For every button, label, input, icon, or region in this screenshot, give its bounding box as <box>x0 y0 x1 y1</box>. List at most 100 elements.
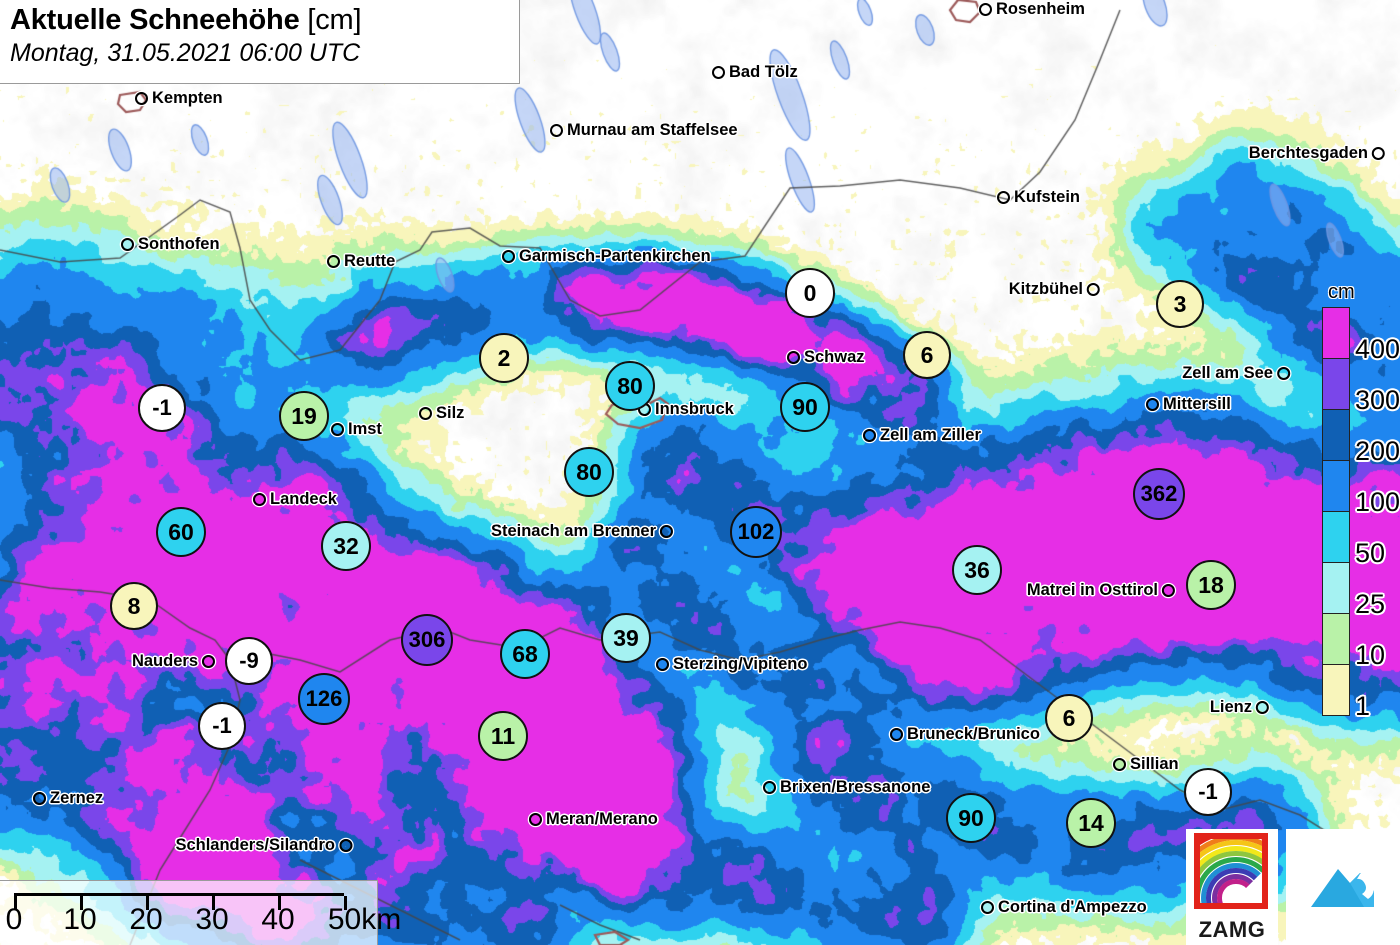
city-name: Landeck <box>270 490 337 508</box>
city-label: Rosenheim <box>979 0 1085 19</box>
city-name: Kufstein <box>1014 188 1080 206</box>
zamg-rainbow-arc <box>1200 840 1262 903</box>
city-label: Zell am Ziller <box>863 426 981 445</box>
station-value: -9 <box>239 648 259 673</box>
station-value: 8 <box>127 592 141 619</box>
city-name: Zell am See <box>1182 364 1273 382</box>
legend-band-label: 1 <box>1355 691 1371 721</box>
city-name: Zernez <box>50 789 104 807</box>
station-value-marker[interactable]: 80 <box>605 361 655 411</box>
station-value-marker[interactable]: 8 <box>110 582 158 630</box>
scale-bar: 0 10 20 30 40 50km <box>0 880 402 945</box>
scale-tick-labels: 0 10 20 30 40 50km <box>0 903 402 943</box>
station-value-marker[interactable]: -1 <box>1184 768 1232 816</box>
city-label: Garmisch-Partenkirchen <box>502 247 711 266</box>
city-name: Garmisch-Partenkirchen <box>519 247 711 265</box>
city-marker-icon <box>787 351 800 364</box>
station-value: 90 <box>958 804 984 831</box>
city-marker-icon <box>135 92 148 105</box>
city-name: Lienz <box>1209 698 1252 716</box>
city-label: Reutte <box>327 252 395 271</box>
city-name: Innsbruck <box>655 400 734 418</box>
city-marker-icon <box>1277 367 1290 380</box>
legend-band-400: 400 <box>1323 308 1400 364</box>
legend-band-25: 25 <box>1323 562 1385 619</box>
city-name: Berchtesgaden <box>1248 144 1368 162</box>
station-value-marker[interactable]: 14 <box>1066 798 1116 848</box>
station-value: 80 <box>617 372 643 399</box>
legend-band-label: 50 <box>1355 538 1386 568</box>
city-marker-icon <box>331 423 344 436</box>
title-main: Aktuelle Schneehöhe <box>10 4 300 36</box>
city-name: Nauders <box>131 652 198 670</box>
station-value-marker[interactable]: 39 <box>601 613 651 663</box>
station-value-marker[interactable]: 6 <box>903 331 951 379</box>
station-value-marker[interactable]: -1 <box>198 702 246 750</box>
city-marker-icon <box>121 238 134 251</box>
scale-label: 50km <box>327 903 402 936</box>
city-marker-icon <box>529 813 542 826</box>
station-value-marker[interactable]: 80 <box>564 447 614 497</box>
city-label: Kitzbühel <box>1009 280 1100 299</box>
city-label: Kempten <box>135 89 223 108</box>
city-name: Matrei in Osttirol <box>1026 581 1158 599</box>
station-value: 126 <box>305 686 343 711</box>
station-value-marker[interactable]: 90 <box>946 793 996 843</box>
city-name: Imst <box>348 420 382 438</box>
station-value: 3 <box>1173 290 1187 317</box>
city-marker-icon <box>502 250 515 263</box>
station-value-marker[interactable]: 2 <box>479 333 529 383</box>
station-value-marker[interactable]: 36 <box>952 545 1002 595</box>
station-value-marker[interactable]: 18 <box>1186 560 1236 610</box>
city-label: Landeck <box>253 490 337 509</box>
station-value-marker[interactable]: 0 <box>785 268 835 318</box>
station-value-marker[interactable]: 126 <box>298 673 350 725</box>
station-value: -1 <box>212 713 232 738</box>
city-marker-icon <box>419 407 432 420</box>
city-label: Berchtesgaden <box>1249 144 1385 163</box>
geosphere-logo[interactable] <box>1286 829 1400 945</box>
legend-band-300: 300 <box>1323 358 1400 415</box>
station-value-marker[interactable]: 102 <box>730 506 782 558</box>
station-value-marker[interactable]: 32 <box>321 521 371 571</box>
city-label: Sterzing/Vipiteno <box>656 655 807 674</box>
city-marker-icon <box>660 525 673 538</box>
zamg-logo[interactable]: ZAMG <box>1186 829 1278 945</box>
scale-label: 0 <box>5 903 23 936</box>
scale-tick <box>278 896 281 910</box>
station-value-marker[interactable]: 60 <box>156 507 206 557</box>
city-marker-icon <box>1087 283 1100 296</box>
city-marker-icon <box>1372 147 1385 160</box>
city-marker-icon <box>339 839 352 852</box>
station-value-marker[interactable]: 6 <box>1045 694 1093 742</box>
city-name: Mittersill <box>1163 395 1231 413</box>
station-value: 6 <box>1062 704 1076 731</box>
city-name: Sillian <box>1130 755 1179 773</box>
station-value-marker[interactable]: 362 <box>1133 468 1185 520</box>
legend: cm 400 300 200 100 50 25 10 1 <box>1310 281 1400 721</box>
station-value-marker[interactable]: 3 <box>1156 280 1204 328</box>
city-name: Steinach am Brenner <box>490 522 656 540</box>
station-value: 102 <box>737 519 775 544</box>
station-value-marker[interactable]: 68 <box>500 629 550 679</box>
city-name: Zell am Ziller <box>880 426 981 444</box>
station-value-marker[interactable]: 306 <box>401 614 453 666</box>
city-label: Zernez <box>33 789 103 808</box>
city-label: Kufstein <box>997 188 1080 207</box>
legend-band-100: 100 <box>1323 460 1400 517</box>
station-value-marker[interactable]: 19 <box>279 391 329 441</box>
city-label: Zell am See <box>1182 364 1290 383</box>
station-value: 14 <box>1078 809 1104 836</box>
station-value-marker[interactable]: -9 <box>225 637 273 685</box>
scale-tick <box>14 896 17 910</box>
city-marker-icon <box>712 66 725 79</box>
station-value-marker[interactable]: 11 <box>478 711 528 761</box>
scale-label: 10 <box>63 903 97 936</box>
city-marker-icon <box>997 191 1010 204</box>
city-marker-icon <box>33 792 46 805</box>
station-value-marker[interactable]: 90 <box>780 382 830 432</box>
station-value-marker[interactable]: -1 <box>138 384 186 432</box>
map-title-box: Aktuelle Schneehöhe [cm] Montag, 31.05.2… <box>0 0 520 84</box>
city-label: Schlanders/Silandro <box>175 836 352 855</box>
